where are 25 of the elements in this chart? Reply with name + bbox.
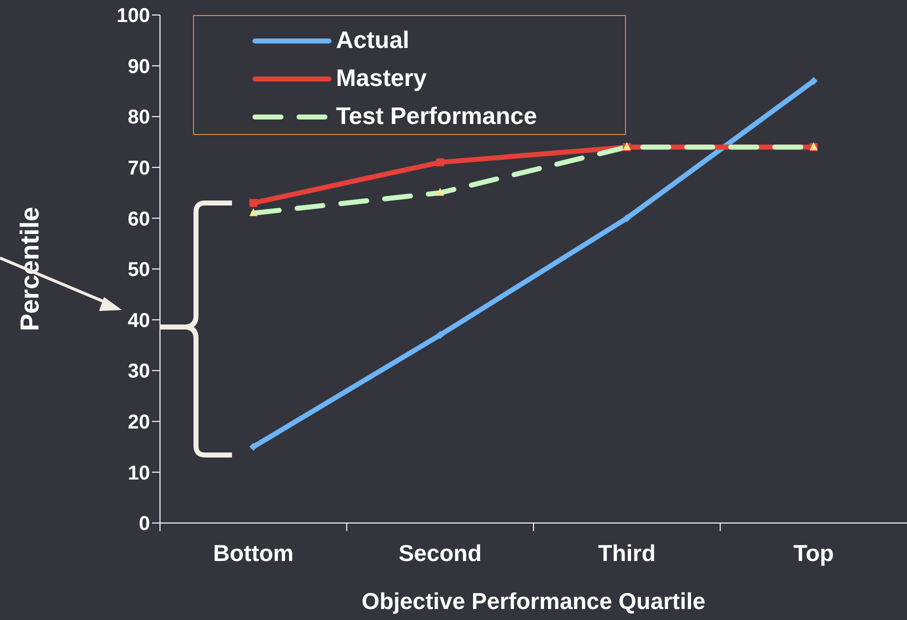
y-tick-label: 70	[128, 158, 150, 180]
y-tick-label: 90	[128, 56, 150, 78]
x-tick-label: Second	[398, 540, 482, 566]
x-tick-label: Bottom	[213, 540, 294, 566]
y-tick-label: 20	[128, 412, 150, 434]
point	[436, 331, 444, 340]
y-tick-label: 100	[116, 5, 150, 28]
y-tick-label: 10	[128, 462, 150, 484]
y-tick-label: 50	[128, 259, 150, 282]
legend-label: Test Performance	[336, 103, 537, 131]
y-tick-label: 60	[128, 208, 150, 230]
y-axis-title: Percentile	[14, 206, 46, 332]
legend-label: Actual	[336, 27, 410, 55]
y-tick-label: 80	[128, 106, 150, 129]
x-tick-label: Third	[598, 540, 656, 566]
x-tick-label: Top	[793, 540, 834, 566]
x-axis-title: Objective Performance Quartile	[360, 588, 706, 615]
y-tick-label: 0	[138, 513, 150, 536]
y-tick-label: 30	[128, 360, 150, 383]
legend-label: Mastery	[336, 65, 427, 93]
point	[436, 158, 444, 166]
y-tick-label: 40	[128, 310, 150, 332]
point	[249, 198, 258, 207]
point	[622, 214, 631, 222]
point	[810, 77, 818, 86]
